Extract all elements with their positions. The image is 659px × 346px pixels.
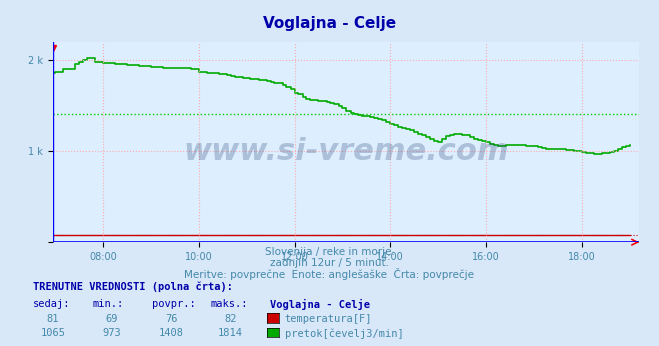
Text: povpr.:: povpr.: [152,299,195,309]
Text: 81: 81 [47,314,59,324]
Text: Meritve: povprečne  Enote: anglešaške  Črta: povprečje: Meritve: povprečne Enote: anglešaške Črt… [185,268,474,280]
Text: 1814: 1814 [218,328,243,338]
Text: temperatura[F]: temperatura[F] [285,314,372,324]
Text: www.si-vreme.com: www.si-vreme.com [183,137,509,166]
Text: 1065: 1065 [40,328,65,338]
Text: Voglajna - Celje: Voglajna - Celje [270,299,370,310]
Text: Voglajna - Celje: Voglajna - Celje [263,16,396,30]
Text: sedaj:: sedaj: [33,299,71,309]
Text: 973: 973 [103,328,121,338]
Text: 82: 82 [225,314,237,324]
Text: zadnjih 12ur / 5 minut.: zadnjih 12ur / 5 minut. [270,258,389,268]
Text: pretok[čevelj3/min]: pretok[čevelj3/min] [285,328,403,338]
Text: 69: 69 [106,314,118,324]
Text: TRENUTNE VREDNOSTI (polna črta):: TRENUTNE VREDNOSTI (polna črta): [33,282,233,292]
Text: Slovenija / reke in morje.: Slovenija / reke in morje. [264,247,395,257]
Text: 76: 76 [165,314,177,324]
Text: 1408: 1408 [159,328,184,338]
Text: min.:: min.: [92,299,123,309]
Text: maks.:: maks.: [211,299,248,309]
